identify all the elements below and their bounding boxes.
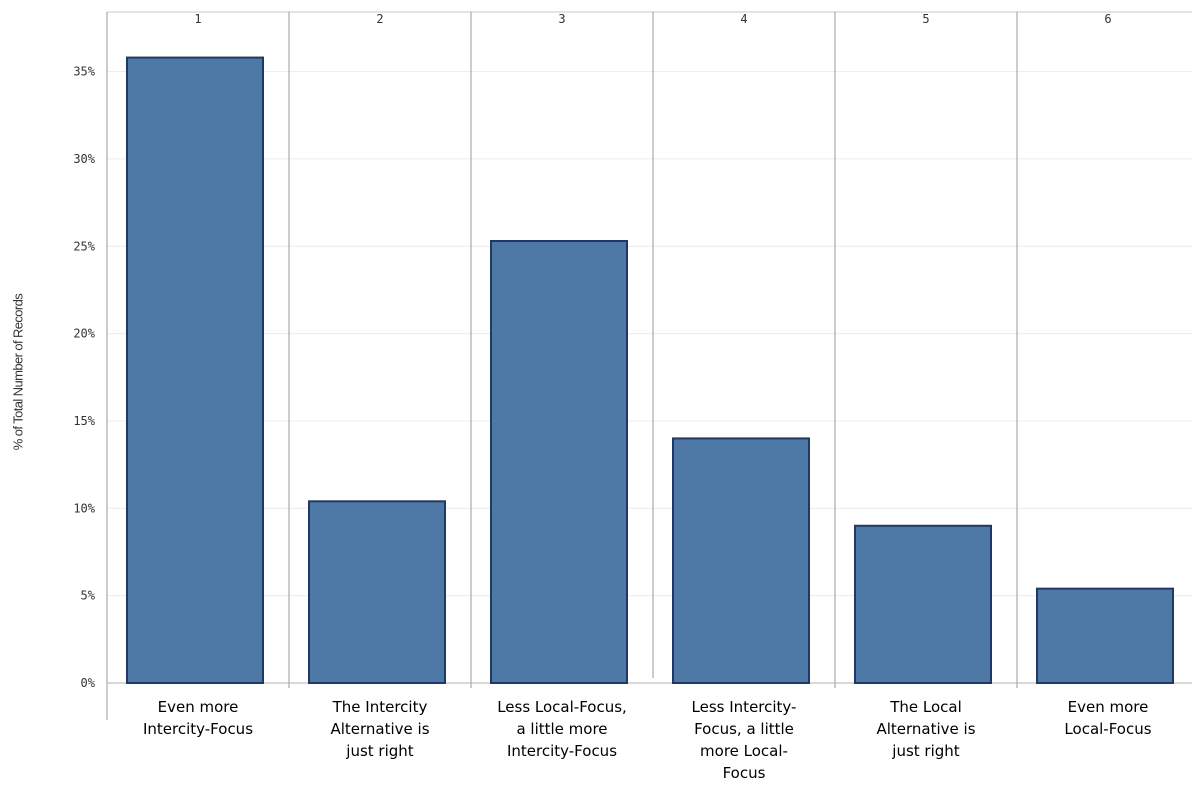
bar-4 <box>672 437 810 685</box>
y-tick-label: 15% <box>73 414 95 428</box>
header-category-4: 4 <box>740 12 747 26</box>
category-label-line: Alternative is <box>876 720 976 738</box>
y-tick-label: 30% <box>73 152 95 166</box>
y-tick-label: 20% <box>73 327 95 341</box>
category-label-line: Intercity-Focus <box>506 742 618 760</box>
category-label-line: Even more <box>1067 698 1149 716</box>
category-label-line: Focus, a little <box>694 720 794 738</box>
bar-5 <box>854 524 992 685</box>
category-label-line: The Intercity <box>332 698 428 716</box>
category-label-line: more Local- <box>700 742 788 760</box>
category-label-line: Local-Focus <box>1064 720 1152 738</box>
header-category-6: 6 <box>1104 12 1111 26</box>
bar-2 <box>308 500 446 685</box>
category-label-line: Less Intercity- <box>691 698 797 716</box>
category-label-3: Less Local-Focus, a little more Intercity-… <box>471 696 653 762</box>
category-label-6: Even more Local-Focus <box>1017 696 1192 740</box>
category-label-line: The Local <box>890 698 962 716</box>
category-label-4: Less Intercity- Focus, a little more Local… <box>653 696 835 784</box>
category-label-2: The Intercity Alternative is just right <box>289 696 471 762</box>
y-axis-label: % of Total Number of Records <box>10 293 26 451</box>
category-label-line: Intercity-Focus <box>142 720 254 738</box>
category-label-line: Less Local-Focus, <box>497 698 627 716</box>
category-label-line: a little more <box>516 720 608 738</box>
bar-3 <box>490 240 628 684</box>
header-category-1: 1 <box>194 12 201 26</box>
category-label-line: Even more <box>157 698 239 716</box>
category-label-line: Alternative is <box>330 720 430 738</box>
header-category-5: 5 <box>922 12 929 26</box>
y-tick-label: 35% <box>73 65 95 79</box>
bar-1 <box>126 56 264 685</box>
category-label-5: The Local Alternative is just right <box>835 696 1017 762</box>
category-label-1: Even more Intercity-Focus <box>107 696 289 740</box>
header-category-2: 2 <box>376 12 383 26</box>
y-tick-label: 5% <box>81 589 96 603</box>
header-category-3: 3 <box>558 12 565 26</box>
category-label-line: just right <box>892 742 960 760</box>
y-tick-label: 0% <box>81 676 96 690</box>
bar-6 <box>1036 587 1174 684</box>
category-label-line: just right <box>346 742 414 760</box>
category-label-line: Focus <box>722 764 766 782</box>
y-tick-label: 25% <box>73 239 95 253</box>
y-tick-label: 10% <box>73 501 95 515</box>
